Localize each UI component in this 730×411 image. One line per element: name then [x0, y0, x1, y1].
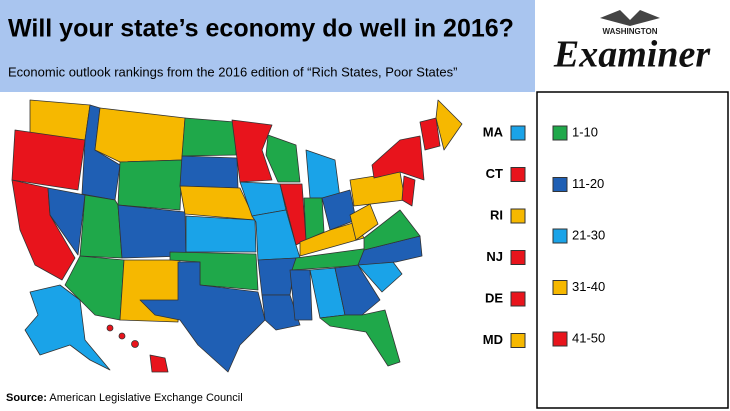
legend-label: 11-20 [572, 176, 604, 191]
logo-eagle [600, 10, 660, 26]
state [319, 309, 401, 367]
state [371, 135, 425, 181]
legend-swatch [552, 280, 568, 295]
state [289, 269, 313, 321]
state [181, 117, 237, 157]
state [24, 284, 111, 371]
small-state-swatch [510, 125, 526, 141]
title: Will your state’s economy do well in 201… [8, 15, 514, 43]
state [11, 129, 86, 191]
small-state-label: MD [483, 332, 503, 347]
legend-swatch [552, 331, 568, 347]
legend-swatch [552, 228, 568, 244]
header-band [0, 0, 535, 92]
small-state-swatch [510, 333, 526, 348]
small-state-label: MA [483, 124, 504, 139]
legend-swatch [552, 125, 568, 141]
small-state-label: CT [486, 166, 503, 181]
state [261, 294, 301, 331]
legend-label: 21-30 [572, 227, 605, 242]
subtitle: Economic outlook rankings from the 2016 … [8, 64, 457, 79]
legend-label: 1-10 [572, 124, 598, 139]
state [64, 255, 125, 321]
state [117, 204, 187, 259]
logo: WASHINGTON Examiner [553, 10, 711, 76]
map [11, 99, 463, 373]
state [179, 155, 239, 189]
small-state-label: RI [490, 207, 503, 222]
logo-top: WASHINGTON [603, 27, 658, 36]
state [117, 159, 183, 211]
state [185, 215, 257, 253]
state [265, 134, 301, 183]
legend-label: 31-40 [572, 279, 605, 294]
legend-label: 41-50 [572, 330, 605, 345]
small-state-label: NJ [486, 249, 503, 264]
source: Source: American Legislative Exchange Co… [6, 392, 243, 404]
hawaii [106, 324, 169, 373]
source-prefix: Source: [6, 392, 47, 404]
small-state-label: DE [485, 290, 503, 305]
state [401, 175, 416, 207]
state [94, 107, 186, 163]
legend-panel [536, 91, 729, 409]
state [79, 194, 123, 259]
state [47, 187, 86, 256]
state [139, 261, 266, 373]
small-state-swatch [510, 291, 526, 307]
small-state-swatch [510, 250, 526, 265]
state [349, 203, 379, 241]
state [363, 209, 421, 251]
logo-name: Examiner [553, 34, 711, 76]
source-text: American Legislative Exchange Council [49, 392, 242, 404]
small-state-swatch [510, 208, 526, 224]
legend-swatch [552, 177, 568, 192]
state [334, 264, 381, 316]
small-state-swatch [510, 167, 526, 182]
state [231, 119, 273, 183]
state [419, 117, 441, 151]
state [435, 99, 463, 151]
